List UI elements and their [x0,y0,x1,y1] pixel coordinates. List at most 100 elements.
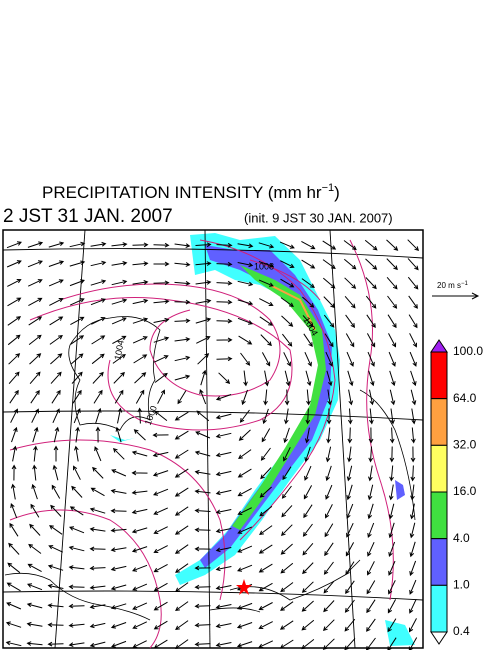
wind-arrow [115,426,122,443]
wind-arrow [195,261,212,266]
wind-arrow [215,509,232,515]
wind-arrow [280,582,294,593]
wind-arrow [238,335,253,345]
wind-arrow [69,279,85,287]
wind-arrow [237,280,254,287]
wind-arrow [53,445,59,462]
wind-arrow [8,542,20,555]
wind-arrow [110,508,127,514]
wind-arrow [8,371,20,385]
wind-arrow [31,483,38,500]
wind-arrow [390,408,395,425]
wind-arrow [411,408,416,425]
wind-arrow [259,316,274,326]
wind-arrow [174,468,189,478]
wind-arrow [154,372,168,383]
wind-arrow [131,450,148,457]
wind-arrow [47,564,64,571]
wind-arrow [194,469,211,475]
colorbar-segment [430,584,448,633]
wind-arrow [89,622,106,629]
wind-arrow [302,562,314,575]
coastline [4,316,416,621]
wind-arrow [389,446,395,463]
wind-arrow [216,261,233,267]
location-star [236,579,252,595]
wind-arrow [110,622,127,629]
wind-arrow [215,528,232,534]
wind-arrow [322,619,335,632]
wind-arrow [68,584,85,590]
wind-arrow [90,487,105,497]
wind-arrow [111,469,127,477]
wind-arrow [27,563,42,573]
wind-arrow [112,335,127,345]
wind-arrow [344,599,355,613]
wind-arrow [368,446,374,463]
wind-arrow [216,318,233,324]
wind-arrow [305,408,311,425]
wind-arrow [282,333,293,347]
wind-arrow [153,280,170,286]
wind-arrow [95,407,102,424]
wind-arrow [93,389,103,404]
wind-arrow [303,333,313,348]
wind-arrow [153,355,169,363]
wind-arrow [346,484,353,501]
wind-arrow [26,641,43,646]
wind-arrow [366,618,376,632]
wind-arrow [30,503,40,518]
wind-arrow [388,541,396,557]
title-main: PRECIPITATION INTENSITY (mm hr [42,183,322,202]
wind-arrow [28,543,42,554]
wind-arrow [194,622,211,628]
wind-arrow [366,599,376,614]
wind-arrow [111,317,127,325]
wind-arrow [132,242,149,248]
wind-arrow [324,523,334,538]
wind-arrow [216,356,233,362]
wind-arrow [48,545,64,553]
title: PRECIPITATION INTENSITY (mm hr−1) [42,182,340,203]
wind-arrow [174,544,189,554]
wind-arrow [29,523,41,536]
wind-arrow [153,317,170,323]
wind-arrow [238,429,251,441]
wind-arrow [32,464,37,481]
wind-arrow [409,618,417,633]
wind-arrow [237,564,253,572]
wind-arrow [90,260,107,267]
wind-arrow [410,484,415,501]
wind-arrow [368,427,374,444]
wind-arrow [10,483,16,500]
wind-arrow [133,429,146,441]
wind-arrow [387,295,398,309]
wind-arrow [110,547,127,552]
wind-arrow [237,468,252,478]
wind-arrow [69,506,84,516]
wind-arrow [409,560,417,577]
wind-arrow [386,276,398,290]
wind-arrow [50,371,62,384]
wind-arrow [283,447,291,462]
wind-arrow [70,316,85,326]
wind-arrow [258,621,273,629]
wind-arrow [237,526,253,534]
wind-arrow [68,565,85,570]
wind-arrow [389,370,396,387]
wind-arrow [71,485,83,498]
wind-arrow [92,466,104,479]
wind-arrow [409,522,416,539]
wind-arrow [279,639,294,649]
wind-arrow [408,295,418,309]
wind-arrow [238,449,252,460]
wind-arrow [409,579,417,595]
time: 2 JST 31 JAN. 2007 [3,206,173,227]
wind-arrow [280,562,294,574]
wind-arrow [110,565,127,572]
wind-arrow [195,242,212,248]
wind-arrow [216,280,233,286]
wind-arrow [301,581,314,593]
wind-arrow [90,241,107,247]
wind-arrow [132,261,149,267]
